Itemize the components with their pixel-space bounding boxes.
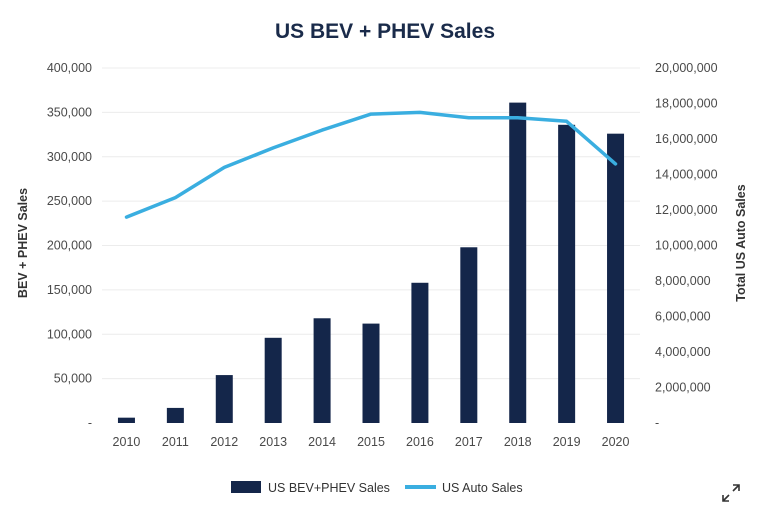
bar-2016 xyxy=(411,282,429,423)
bar-2011 xyxy=(166,407,184,423)
legend-label-bar: US BEV+PHEV Sales xyxy=(268,481,390,495)
right-tick-label: 16,000,000 xyxy=(655,132,718,146)
chart-title: US BEV + PHEV Sales xyxy=(275,20,495,43)
left-tick-label: 250,000 xyxy=(47,194,92,208)
x-tick-label: 2010 xyxy=(113,435,141,449)
bar-2015 xyxy=(362,323,380,423)
bar-2020 xyxy=(607,133,625,424)
bar-2014 xyxy=(313,318,331,423)
left-axis-label: BEV + PHEV Sales xyxy=(16,188,30,298)
right-tick-label: 14,000,000 xyxy=(655,168,718,182)
bar-2019 xyxy=(558,124,576,424)
x-tick-label: 2012 xyxy=(210,435,238,449)
right-tick-label: 18,000,000 xyxy=(655,97,718,111)
x-tick-label: 2018 xyxy=(504,435,532,449)
x-tick-label: 2011 xyxy=(162,435,189,449)
x-axis-ticks: 2010 2011 2012 2013 2014 2015 2016 2017 2018 2019… xyxy=(113,435,630,449)
left-tick-label: 150,000 xyxy=(47,283,92,297)
bar-series xyxy=(117,102,625,424)
left-tick-label: 300,000 xyxy=(47,150,92,164)
x-tick-label: 2014 xyxy=(308,435,336,449)
left-tick-label: - xyxy=(88,416,92,430)
x-tick-label: 2015 xyxy=(357,435,385,449)
x-tick-label: 2019 xyxy=(553,435,581,449)
left-axis-ticks: - 50,000 100,000 150,000 200,000 250,000 300,0… xyxy=(47,61,92,430)
right-axis-label: Total US Auto Sales xyxy=(734,184,748,301)
right-tick-label: 10,000,000 xyxy=(655,239,718,253)
bar-2010 xyxy=(117,417,135,423)
line-series xyxy=(124,110,618,219)
left-tick-label: 400,000 xyxy=(47,61,92,75)
x-tick-label: 2016 xyxy=(406,435,434,449)
legend: US BEV+PHEV Sales US Auto Sales xyxy=(231,481,523,495)
bar-2018 xyxy=(509,102,527,424)
right-tick-label: 12,000,000 xyxy=(655,203,718,217)
legend-swatch-bar xyxy=(231,481,261,493)
expand-icon[interactable] xyxy=(720,482,742,504)
right-tick-label: - xyxy=(655,416,659,430)
right-tick-label: 4,000,000 xyxy=(655,345,711,359)
right-tick-label: 6,000,000 xyxy=(655,310,711,324)
right-tick-label: 8,000,000 xyxy=(655,274,711,288)
left-tick-label: 100,000 xyxy=(47,327,92,341)
right-axis-ticks: - 2,000,000 4,000,000 6,000,000 8,000,000 10,… xyxy=(655,61,718,430)
x-tick-label: 2013 xyxy=(259,435,287,449)
left-tick-label: 350,000 xyxy=(47,105,92,119)
bar-2017 xyxy=(460,247,478,423)
bar-2013 xyxy=(264,337,282,423)
left-tick-label: 200,000 xyxy=(47,239,92,253)
left-tick-label: 50,000 xyxy=(54,372,92,386)
right-tick-label: 2,000,000 xyxy=(655,381,711,395)
legend-label-line: US Auto Sales xyxy=(442,481,523,495)
right-tick-label: 20,000,000 xyxy=(655,61,718,75)
x-tick-label: 2020 xyxy=(602,435,630,449)
x-tick-label: 2017 xyxy=(455,435,483,449)
grid-lines xyxy=(102,67,640,380)
bar-2012 xyxy=(215,375,233,423)
